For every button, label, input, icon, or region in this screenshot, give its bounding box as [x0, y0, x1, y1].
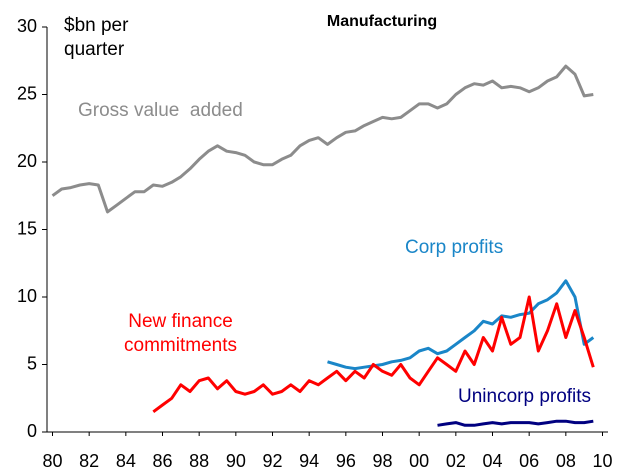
x-tick-label: 98: [372, 451, 392, 471]
x-tick-label: 06: [519, 451, 539, 471]
y-axis-label: $bn per quarter: [64, 15, 129, 60]
x-tick-label: 86: [152, 451, 172, 471]
x-tick-label: 88: [189, 451, 209, 471]
x-tick-label: 02: [446, 451, 466, 471]
y-tick-label: 10: [17, 286, 37, 306]
series-label: Gross value added: [78, 100, 243, 121]
y-tick-label: 30: [17, 16, 37, 36]
x-tick-label: 94: [299, 451, 319, 471]
series-line: [51, 64, 594, 214]
x-tick-label: 00: [409, 451, 429, 471]
x-tick-label: 10: [592, 451, 612, 471]
y-tick-label: 5: [27, 353, 37, 373]
x-tick-label: 96: [336, 451, 356, 471]
y-tick-label: 20: [17, 151, 37, 171]
y-tick-label: 15: [17, 218, 37, 238]
series-label: New finance commitments: [124, 311, 237, 356]
x-tick-label: 92: [262, 451, 282, 471]
series-line: [327, 279, 595, 371]
x-tick-label: 08: [556, 451, 576, 471]
series-line: [152, 295, 595, 414]
y-tick-label: 25: [17, 83, 37, 103]
series-label: Corp profits: [405, 237, 504, 258]
y-tick-label: 0: [27, 421, 37, 441]
x-tick-label: 84: [116, 451, 136, 471]
series-label: Unincorp profits: [458, 386, 592, 407]
x-tick-label: 82: [79, 451, 99, 471]
x-tick-label: 04: [482, 451, 502, 471]
x-tick-label: 80: [42, 451, 62, 471]
series-line: [437, 419, 594, 427]
chart-title: Manufacturing: [327, 13, 437, 30]
x-tick-label: 90: [226, 451, 246, 471]
